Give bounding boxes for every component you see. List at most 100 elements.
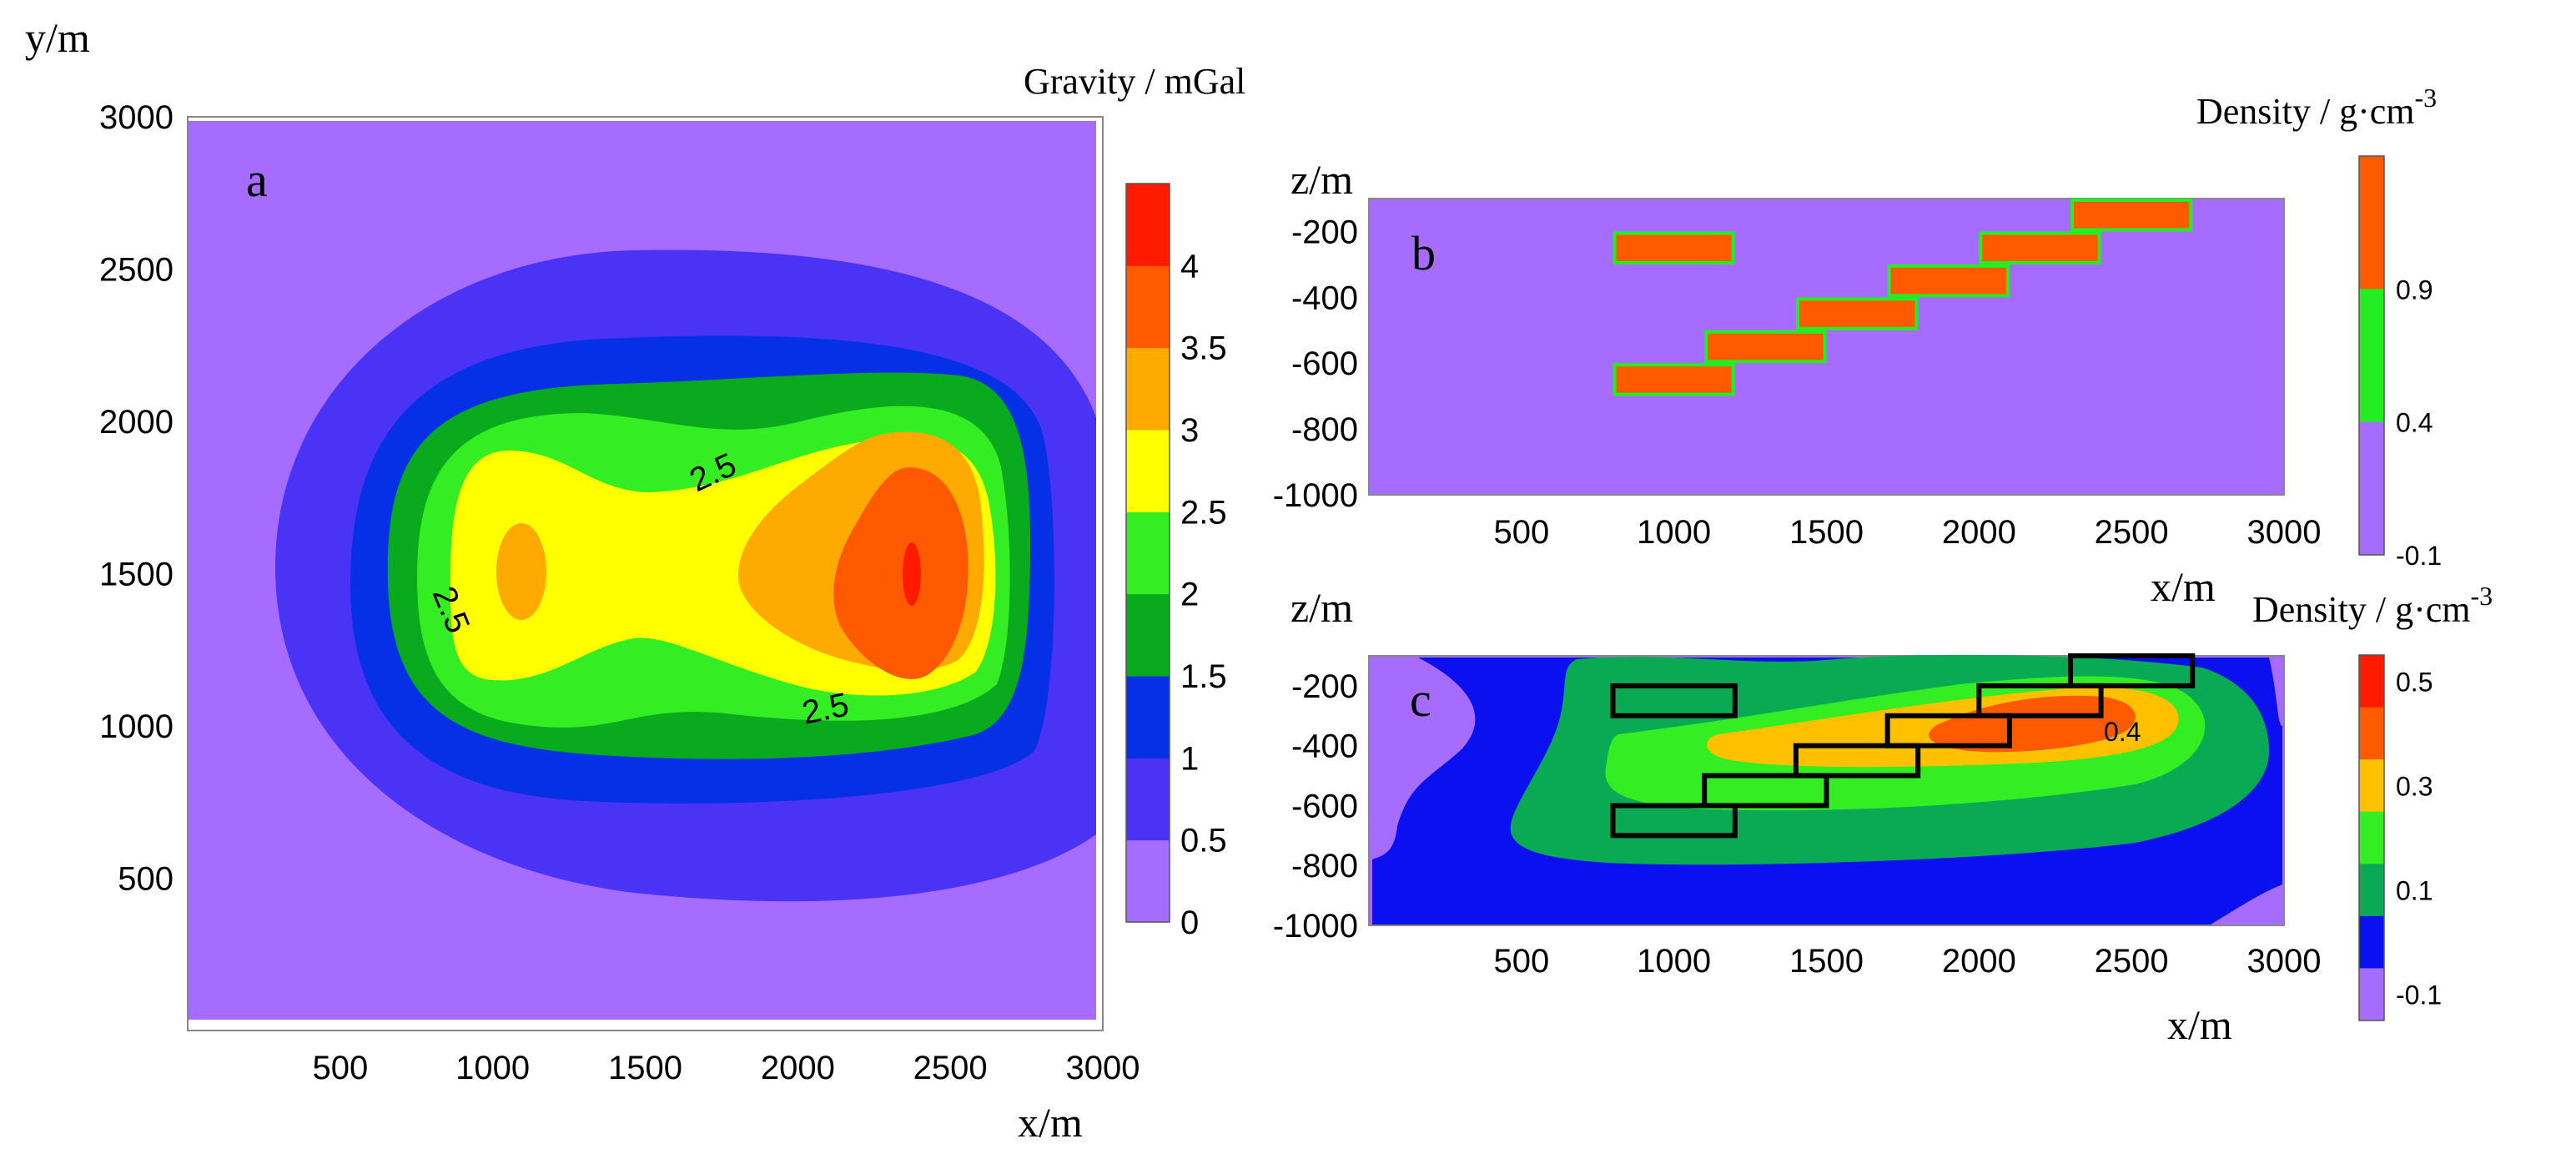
panel-b-x-tick-label: 1000	[1637, 514, 1711, 551]
panel-b-letter: b	[1411, 226, 1436, 280]
panel-a-colorbar-frame	[1125, 183, 1170, 923]
panel-c-colorbar-segment	[2359, 811, 2384, 864]
panel-a-colorbar-segment	[1126, 347, 1170, 431]
panel-b-y-tick-label: -800	[1291, 411, 1358, 448]
panel-c-y-tick-label: -400	[1291, 728, 1358, 765]
panel-c-colorbar: 0.5 0.3 0.1 -0.1	[2358, 654, 2442, 1021]
panel-c-colorbar-title: Density / g·cm-3	[2252, 581, 2493, 630]
panel-a-colorbar-tick-label: 1	[1180, 740, 1199, 777]
panel-a-colorbar-tick-label: 0	[1180, 905, 1199, 941]
panel-b-title-sup: -3	[2415, 83, 2438, 113]
panel-c: 0.4 c 500 1000 1500 2000 2500 3000 -200 -400 -6…	[1273, 581, 2493, 1048]
panel-a-colorbar-tick-label: 4	[1180, 248, 1199, 285]
panel-c-y-tick-label: -1000	[1273, 908, 1358, 945]
panel-a-colorbar-tick-label: 0.5	[1180, 823, 1227, 859]
panel-c-contour-label: 0.4	[2104, 717, 2141, 747]
panel-a-x-ticks: 500 1000 1500 2000 2500 3000	[312, 1050, 1140, 1086]
panel-c-x-tick-label: 500	[1493, 943, 1549, 980]
panel-b-x-tick-label: 500	[1493, 514, 1549, 551]
panel-b-y-ticks: -200 -400 -600 -800 -1000	[1273, 214, 1358, 514]
panel-c-x-tick-label: 1000	[1637, 943, 1711, 980]
panel-a-colorbar-segment	[1126, 593, 1170, 677]
panel-b-colorbar-segment	[2359, 156, 2384, 290]
panel-c-colorbar-tick-label: 0.1	[2396, 876, 2433, 906]
panel-c-body-outline	[1610, 803, 1738, 839]
panel-b-colorbar-tick-label: 0.4	[2396, 408, 2433, 438]
panel-a-y-tick-label: 2500	[99, 252, 174, 289]
panel-b-y-label: z/m	[1291, 156, 1353, 203]
panel-c-x-tick-label: 3000	[2247, 943, 2322, 980]
panel-c-colorbar-segment	[2359, 759, 2384, 813]
panel-c-colorbar-segment	[2359, 968, 2384, 1021]
panel-c-colorbar-tick-label: -0.1	[2396, 980, 2442, 1010]
panel-c-title-prefix: Density / g·cm	[2252, 589, 2471, 630]
panel-a-colorbar-segment	[1126, 184, 1170, 266]
panel-a-y-ticks: 500 1000 1500 2000 2500 3000	[99, 99, 174, 898]
panel-a-colorbar-tick-label: 2.5	[1180, 494, 1227, 531]
panel-c-letter: c	[1410, 673, 1431, 727]
panel-a-colorbar-segment	[1126, 839, 1170, 923]
panel-a-x-tick-label: 1000	[455, 1050, 530, 1086]
panel-b-y-tick-label: -400	[1291, 280, 1358, 316]
panel-b-bodies	[1613, 199, 2193, 396]
panel-b-y-tick-label: -600	[1291, 345, 1358, 382]
panel-b-y-tick-label: -1000	[1273, 477, 1358, 514]
panel-a-level-3.5	[833, 467, 969, 679]
panel-b-body	[1799, 300, 1915, 327]
panel-a-level-3-west	[496, 523, 546, 620]
panel-c-body-outline	[1702, 773, 1829, 809]
panel-b-colorbar-frame	[2358, 155, 2385, 556]
panel-b: b 500 1000 1500 2000 2500 3000 -200 -400 -600 -8…	[1273, 83, 2442, 610]
panel-c-x-label: x/m	[2167, 1001, 2232, 1048]
panel-c-body-outline	[1976, 683, 2104, 718]
panel-c-colorbar-tick-label: 0.3	[2396, 771, 2433, 801]
panel-c-body-outline	[1884, 713, 2012, 748]
panel-b-x-tick-label: 1500	[1789, 514, 1864, 551]
panel-b-y-tick-label: -200	[1291, 214, 1358, 250]
panel-c-body-outline	[1793, 743, 1921, 779]
panel-b-colorbar-segment	[2359, 421, 2384, 556]
panel-b-colorbar-tick-label: 0.9	[2396, 275, 2433, 305]
panel-b-body	[1616, 366, 1732, 393]
panel-a-colorbar-tick-label: 2	[1180, 577, 1199, 613]
panel-a-y-label: y/m	[25, 14, 90, 61]
panel-c-y-label: z/m	[1291, 584, 1353, 631]
panel-c-y-ticks: -200 -400 -600 -800 -1000	[1273, 668, 1358, 945]
panel-a-colorbar-tick-label: 1.5	[1180, 658, 1227, 695]
panel-c-colorbar-segment	[2359, 915, 2384, 969]
panel-b-body	[1708, 333, 1824, 360]
panel-c-colorbar-segment	[2359, 864, 2384, 917]
panel-a-level-4	[903, 542, 921, 606]
panel-b-colorbar-title: Density / g·cm-3	[2196, 83, 2437, 132]
panel-b-x-ticks: 500 1000 1500 2000 2500 3000	[1493, 514, 2321, 551]
panel-a-y-tick-label: 2000	[99, 404, 174, 441]
panel-a-colorbar-segment	[1126, 676, 1170, 758]
panel-a-x-tick-label: 2000	[761, 1050, 835, 1086]
panel-b-x-label: x/m	[2151, 563, 2216, 610]
panel-c-x-ticks: 500 1000 1500 2000 2500 3000	[1493, 943, 2321, 980]
panel-c-x-tick-label: 2500	[2095, 943, 2169, 980]
panel-c-x-tick-label: 2000	[1942, 943, 2016, 980]
panel-c-body-outline	[1610, 683, 1738, 718]
panel-b-x-tick-label: 3000	[2247, 514, 2322, 551]
panel-b-x-tick-label: 2500	[2095, 514, 2169, 551]
panel-a-colorbar-segment	[1126, 265, 1170, 349]
panel-a-colorbar-segment	[1126, 511, 1170, 595]
panel-c-y-tick-label: -200	[1291, 668, 1358, 705]
panel-a-colorbar-segment	[1126, 758, 1170, 841]
panel-b-body	[1616, 234, 1732, 261]
panel-a-y-tick-label: 3000	[99, 99, 174, 136]
panel-c-x-tick-label: 1500	[1789, 943, 1864, 980]
panel-c-colorbar-segment	[2359, 707, 2384, 760]
panel-a-colorbar-title: Gravity / mGal	[1024, 61, 1245, 102]
panel-a-letter: a	[246, 153, 268, 207]
panel-a-x-tick-label: 3000	[1066, 1050, 1140, 1086]
panel-a: 2.5 2.5 2.5 a 500 1000 1500 2000 2500 3000 50…	[25, 14, 1245, 1146]
panel-b-body	[2074, 202, 2190, 229]
panel-a-colorbar-tick-label: 3	[1180, 412, 1199, 449]
panel-b-x-tick-label: 2000	[1942, 514, 2016, 551]
panel-b-colorbar-tick-label: -0.1	[2396, 541, 2442, 571]
panel-b-body	[1982, 234, 2098, 261]
panel-c-true-model-outline	[1610, 653, 2196, 839]
